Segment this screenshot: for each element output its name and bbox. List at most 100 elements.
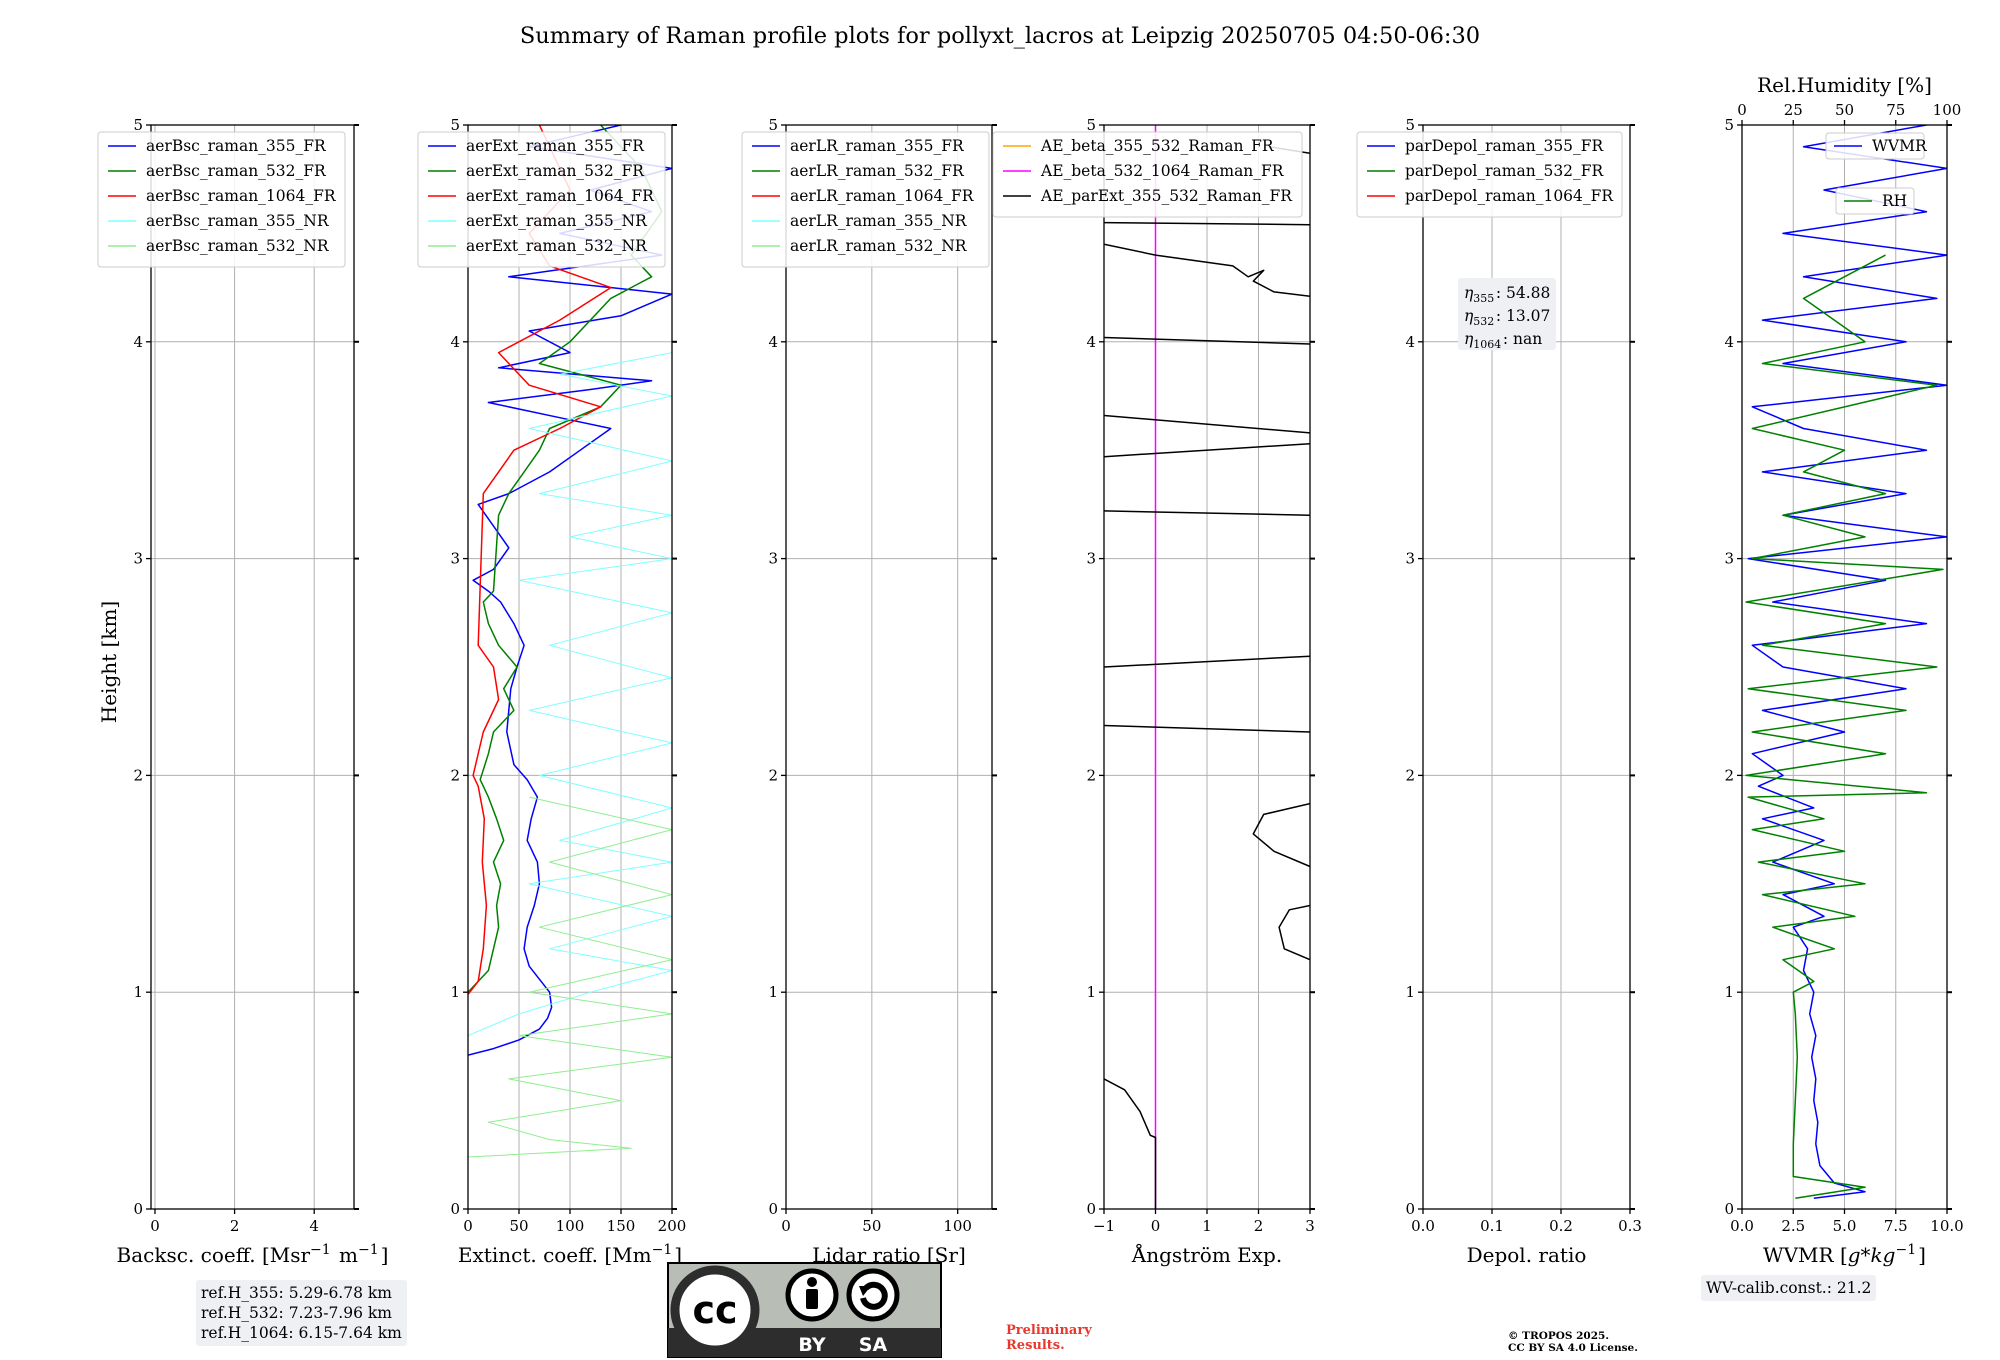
legend-label: aerBsc_raman_1064_FR — [146, 187, 337, 205]
xtick-label: 100 — [556, 1217, 585, 1235]
series-line-AE_parExt_355_532_Raman_FR — [1252, 802, 1310, 868]
xtick-label: 50 — [509, 1217, 528, 1235]
xtick-label: 0 — [781, 1217, 791, 1235]
xtick-label: 2.5 — [1781, 1217, 1805, 1235]
ytick-label: 5 — [1724, 116, 1734, 134]
series-line-aerExt_raman_532_NR — [468, 796, 672, 1158]
copyright-line-1: © TROPOS 2025. — [1508, 1330, 1610, 1342]
panel-6: 0 1 2 3 4 5 0.0 2.5 5.0 7.5 10.0 0 25 50 75 100Rel.Humi… — [1724, 73, 1963, 1267]
wv-calibration-box: WV-calib.const.: 21.2 — [1701, 1275, 1877, 1301]
annotation-line: η355 : 54.88 — [1464, 284, 1550, 305]
xtick-label: 2 — [1254, 1217, 1264, 1235]
ytick-label: 2 — [768, 766, 778, 784]
x2tick-label: 25 — [1784, 101, 1803, 119]
annotation-line: η1064 : nan — [1464, 330, 1542, 351]
cc-logo-text: cc — [692, 1288, 737, 1332]
legend-label: parDepol_raman_1064_FR — [1405, 187, 1614, 205]
legend: aerExt_raman_355_FR aerExt_raman_532_FRae… — [417, 131, 666, 268]
legend-label: aerLR_raman_532_NR — [790, 237, 968, 255]
series-line-AE_parExt_355_532_Raman_FR — [1104, 336, 1310, 345]
xtick-label: 1 — [1202, 1217, 1212, 1235]
ytick-label: 0 — [1086, 1200, 1096, 1218]
ytick-label: 4 — [133, 333, 143, 351]
legend-label: aerBsc_raman_355_FR — [146, 137, 327, 155]
annotation-line: η532 : 13.07 — [1464, 307, 1550, 328]
series-line-AE_parExt_355_532_Raman_FR — [1104, 221, 1310, 226]
ytick-label: 5 — [133, 116, 143, 134]
series-line-aerExt_raman_532_FR — [468, 125, 663, 993]
series-lines — [468, 125, 672, 1158]
series-line-WVMR — [1747, 125, 1947, 1199]
legend-label: parDepol_raman_532_FR — [1405, 162, 1605, 180]
legend-frame — [1835, 187, 1915, 215]
ytick-label: 1 — [450, 983, 460, 1001]
xtick-label: 0.0 — [1730, 1217, 1754, 1235]
xtick-label: 0.3 — [1618, 1217, 1642, 1235]
ytick-label: 4 — [1724, 333, 1734, 351]
xaxis-label: Backsc. coeff. [Msr−1 m−1 ] — [117, 1242, 389, 1267]
xtick-label: 3 — [1305, 1217, 1315, 1235]
ytick-label: 1 — [768, 983, 778, 1001]
legend-label: aerLR_raman_1064_FR — [790, 187, 975, 205]
xtick-label: 150 — [607, 1217, 636, 1235]
ytick-label: 0 — [768, 1200, 778, 1218]
legend-label: aerLR_raman_355_NR — [790, 212, 968, 230]
ytick-label: 4 — [768, 333, 778, 351]
xtick-label: 5.0 — [1833, 1217, 1857, 1235]
ytick-label: 2 — [450, 766, 460, 784]
legend-frame — [741, 131, 990, 268]
xtick-label: 100 — [943, 1217, 972, 1235]
xtick-label: 0 — [1151, 1217, 1161, 1235]
xtick-label: 0.1 — [1480, 1217, 1504, 1235]
series-line-AE_parExt_355_532_Raman_FR — [1104, 1078, 1157, 1209]
ytick-label: 3 — [1405, 550, 1415, 568]
sa-share-alike-icon — [846, 1268, 900, 1322]
ytick-label: 1 — [1724, 983, 1734, 1001]
legend-label: aerBsc_raman_532_FR — [146, 162, 327, 180]
legend-frame — [992, 131, 1303, 218]
figure-title: Summary of Raman profile plots for polly… — [520, 23, 1480, 49]
legend-wvmr: WVMR — [1825, 132, 1928, 160]
ytick-label: 3 — [1724, 550, 1734, 568]
series-line-AE_parExt_355_532_Raman_FR — [1104, 414, 1310, 434]
xtick-label: 0.2 — [1549, 1217, 1573, 1235]
ref-height-532: ref.H_532: 7.23-7.96 km — [201, 1304, 392, 1322]
x2tick-label: 75 — [1886, 101, 1905, 119]
ytick-label: 5 — [768, 116, 778, 134]
ytick-label: 2 — [1405, 766, 1415, 784]
ytick-label: 0 — [450, 1200, 460, 1218]
ytick-label: 4 — [1405, 333, 1415, 351]
legend-label: WVMR — [1872, 137, 1928, 155]
xtick-label: 0.0 — [1411, 1217, 1435, 1235]
xaxis-label: Extinct. coeff. [Mm−1 ] — [458, 1242, 682, 1267]
x2tick-label: 50 — [1835, 101, 1854, 119]
height-axis-label: Height [km] — [97, 601, 121, 723]
xtick-label: 200 — [658, 1217, 687, 1235]
ref-height-1064: ref.H_1064: 6.15-7.64 km — [201, 1324, 402, 1342]
legend-label: AE_beta_355_532_Raman_FR — [1040, 137, 1275, 155]
legend-frame — [417, 131, 666, 268]
legend-label: parDepol_raman_355_FR — [1405, 137, 1605, 155]
preliminary-line-1: Preliminary — [1006, 1323, 1092, 1338]
wv-calibration-constant: WV-calib.const.: 21.2 — [1706, 1279, 1872, 1297]
preliminary-results-note: Preliminary Results. — [1006, 1323, 1092, 1353]
legend-label: aerLR_raman_532_FR — [790, 162, 965, 180]
legend-label: RH — [1882, 192, 1907, 210]
legend: aerLR_raman_355_FR aerLR_raman_532_FR aerL… — [741, 131, 990, 268]
legend-frame — [1356, 131, 1623, 218]
ytick-label: 5 — [1405, 116, 1415, 134]
series-line-AE_parExt_355_532_Raman_FR — [1104, 243, 1310, 298]
axes-frame — [150, 124, 355, 1210]
copyright-note: © TROPOS 2025. CC BY SA 4.0 License. — [1508, 1330, 1638, 1354]
xtick-label: −1 — [1093, 1217, 1115, 1235]
axes-frame — [1422, 124, 1631, 1210]
series-line-RH — [1745, 254, 1944, 1199]
legend-label: aerExt_raman_532_NR — [466, 237, 648, 255]
ytick-label: 3 — [450, 550, 460, 568]
ytick-label: 3 — [1086, 550, 1096, 568]
